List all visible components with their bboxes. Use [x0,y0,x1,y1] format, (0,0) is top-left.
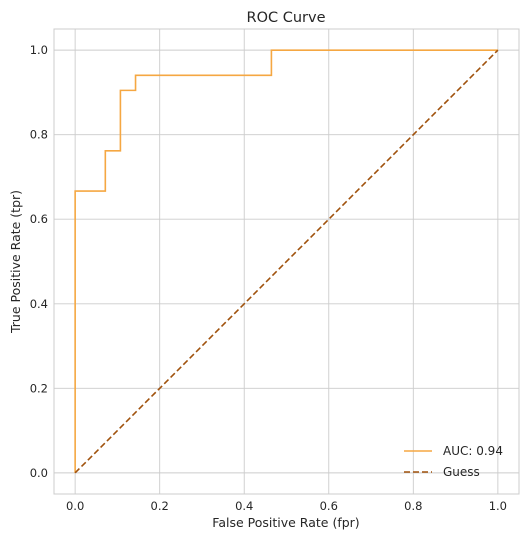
x-tick-label: 0.2 [151,499,169,513]
y-tick-label: 0.0 [30,466,48,480]
x-tick-labels: 0.0 0.2 0.4 0.6 0.8 1.0 [66,499,507,513]
x-axis-label: False Positive Rate (fpr) [212,515,359,530]
y-tick-label: 0.2 [30,381,48,395]
grid-lines [54,29,519,494]
x-tick-label: 1.0 [489,499,507,513]
x-tick-label: 0.0 [66,499,84,513]
y-tick-label: 0.6 [30,212,48,226]
y-tick-label: 0.4 [30,297,48,311]
plot-frame [53,28,520,495]
series-line-roc [74,49,498,473]
y-tick-labels: 0.0 0.2 0.4 0.6 0.8 1.0 [30,43,48,480]
y-axis-label: True Positive Rate (tpr) [8,190,23,334]
y-tick-label: 0.8 [30,128,48,142]
chart-title: ROC Curve [247,10,326,26]
x-tick-label: 0.6 [320,499,338,513]
legend: AUC: 0.94 Guess [404,444,503,479]
legend-label: AUC: 0.94 [443,444,503,458]
x-tick-label: 0.4 [235,499,253,513]
x-tick-label: 0.8 [404,499,422,513]
series-line-guess [74,49,499,474]
y-tick-label: 1.0 [30,43,48,57]
legend-label: Guess [443,465,480,479]
series-lines [74,49,499,474]
